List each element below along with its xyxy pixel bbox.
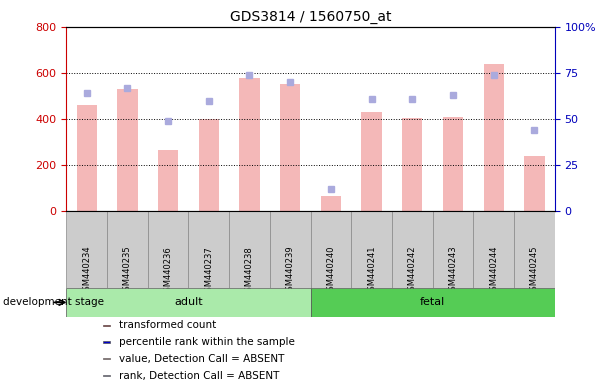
Bar <box>66 288 311 317</box>
Bar <box>392 211 433 288</box>
Bar <box>117 89 137 211</box>
Bar <box>352 211 392 288</box>
Bar <box>524 156 545 211</box>
Bar <box>270 211 311 288</box>
Bar <box>103 341 110 343</box>
Text: GSM440236: GSM440236 <box>163 246 172 296</box>
Bar <box>361 112 382 211</box>
Bar <box>148 211 188 288</box>
Text: GSM440245: GSM440245 <box>530 246 539 296</box>
Text: GSM440244: GSM440244 <box>489 246 498 296</box>
Bar <box>229 211 270 288</box>
Bar <box>514 211 555 288</box>
Bar <box>484 64 504 211</box>
Bar <box>311 211 351 288</box>
Text: value, Detection Call = ABSENT: value, Detection Call = ABSENT <box>119 354 284 364</box>
Text: GSM440234: GSM440234 <box>82 246 91 296</box>
Text: transformed count: transformed count <box>119 320 216 330</box>
Bar <box>239 78 260 211</box>
Bar <box>66 211 107 288</box>
Bar <box>402 118 423 211</box>
Title: GDS3814 / 1560750_at: GDS3814 / 1560750_at <box>230 10 391 25</box>
Bar <box>77 105 97 211</box>
Bar <box>198 119 219 211</box>
Text: fetal: fetal <box>420 297 445 308</box>
Bar <box>158 150 178 211</box>
Bar <box>188 211 229 288</box>
Bar <box>311 288 555 317</box>
Text: adult: adult <box>174 297 203 308</box>
Bar <box>103 324 110 326</box>
Text: GSM440239: GSM440239 <box>286 246 295 296</box>
Text: development stage: development stage <box>3 297 104 308</box>
Text: GSM440240: GSM440240 <box>326 246 335 296</box>
Bar <box>103 358 110 359</box>
Text: GSM440238: GSM440238 <box>245 246 254 296</box>
Text: GSM440235: GSM440235 <box>123 246 132 296</box>
Text: GSM440243: GSM440243 <box>449 246 458 296</box>
Bar <box>443 117 463 211</box>
Text: GSM440241: GSM440241 <box>367 246 376 296</box>
Text: percentile rank within the sample: percentile rank within the sample <box>119 337 295 347</box>
Bar <box>321 196 341 211</box>
Text: GSM440242: GSM440242 <box>408 246 417 296</box>
Bar <box>107 211 148 288</box>
Text: GSM440237: GSM440237 <box>204 246 213 296</box>
Bar <box>280 84 300 211</box>
Text: rank, Detection Call = ABSENT: rank, Detection Call = ABSENT <box>119 371 279 381</box>
Bar <box>103 375 110 376</box>
Bar <box>473 211 514 288</box>
Bar <box>433 211 473 288</box>
